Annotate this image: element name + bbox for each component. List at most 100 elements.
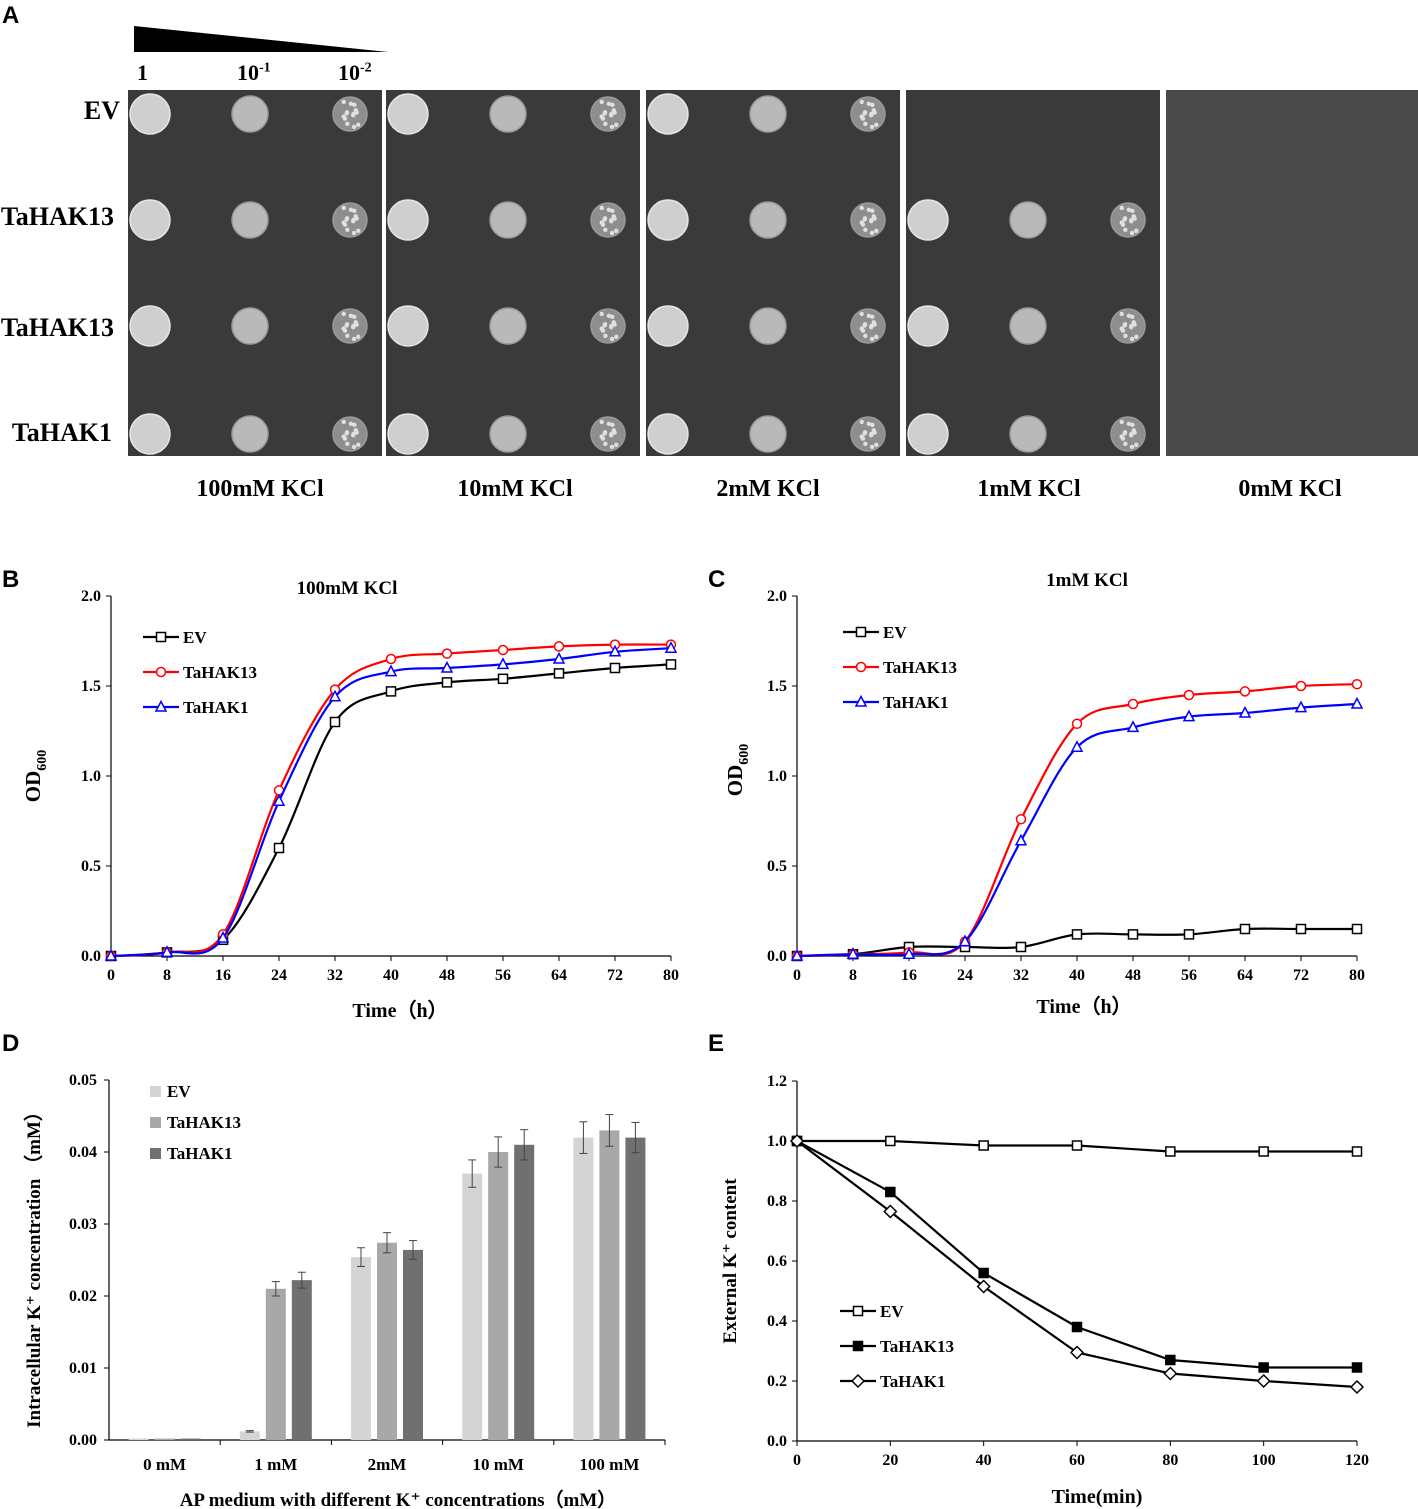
colony-spot xyxy=(129,305,171,347)
plate-2 xyxy=(646,90,900,456)
row-label-tahak13-a: TaHAK13 xyxy=(0,202,114,231)
chart-e-external-k: 0.0 0.2 0.4 0.6 0.8 1.0 1.2 0 20 40 60 80 100 120 EV Ta… xyxy=(720,1073,1369,1508)
data-point xyxy=(665,659,677,670)
colony-spot xyxy=(590,96,626,132)
legend-label: TaHAK13 xyxy=(183,663,257,682)
colony-spot xyxy=(850,308,886,344)
plate-1 xyxy=(386,90,640,456)
colony-spot xyxy=(231,95,269,133)
panel-b-letter: B xyxy=(2,566,20,593)
x-tick-label: 32 xyxy=(1013,967,1029,984)
y-axis-label: OD600 xyxy=(723,744,752,797)
y-tick-label: 0.5 xyxy=(767,858,787,875)
data-point xyxy=(553,641,565,652)
data-point xyxy=(155,666,167,678)
data-point xyxy=(1015,813,1027,825)
error-bar xyxy=(605,1114,614,1147)
colony-spot xyxy=(489,415,527,453)
series-TaHAK1 xyxy=(789,1133,1365,1395)
x-tick-label: 64 xyxy=(551,967,567,984)
colony-spot xyxy=(749,415,787,453)
x-axis-label: Time（h） xyxy=(352,999,447,1022)
series-line xyxy=(796,1140,1357,1369)
y-tick-label: 2.0 xyxy=(767,588,787,605)
data-point xyxy=(902,947,916,959)
data-point xyxy=(978,1140,989,1151)
chart-title: 100mM KCl xyxy=(297,578,398,599)
data-point xyxy=(1183,929,1195,940)
data-point xyxy=(1070,740,1084,752)
y-tick-label: 1.2 xyxy=(767,1073,787,1090)
condition-label-2mm: 2mM KCl xyxy=(716,476,820,502)
bar xyxy=(573,1137,594,1440)
legend-label: EV xyxy=(167,1082,191,1101)
data-point xyxy=(385,653,397,665)
data-point xyxy=(1071,929,1083,940)
x-tick-label: 16 xyxy=(215,967,231,984)
data-point xyxy=(883,1204,898,1219)
bar xyxy=(625,1137,646,1440)
colony-spot xyxy=(850,202,886,238)
legend-label: TaHAK1 xyxy=(880,1372,946,1391)
series-TaHAK13 xyxy=(791,678,1363,962)
data-point xyxy=(154,699,168,712)
y-tick-label: 0.04 xyxy=(69,1144,97,1161)
error-bar xyxy=(468,1159,477,1188)
series-EV xyxy=(791,1135,1363,1157)
x-tick-label: 80 xyxy=(663,967,679,984)
x-tick-label: 48 xyxy=(1125,967,1141,984)
x-tick-label: 120 xyxy=(1345,1452,1369,1469)
condition-label-1mm: 1mM KCl xyxy=(977,476,1081,502)
data-point xyxy=(609,662,621,674)
condition-label-10mm: 10mM KCl xyxy=(457,476,573,502)
error-bar xyxy=(579,1121,588,1154)
y-tick-label: 0.0 xyxy=(81,948,101,965)
y-tick-label: 0.0 xyxy=(767,1433,787,1450)
error-bar xyxy=(409,1240,417,1260)
colony-spot xyxy=(129,199,171,241)
colony-spot xyxy=(387,305,429,347)
data-point xyxy=(846,947,860,959)
data-point xyxy=(1351,1362,1363,1373)
colony-spot xyxy=(647,199,689,241)
colony-spot xyxy=(647,413,689,455)
x-tick-label: 2mM xyxy=(368,1455,407,1474)
y-tick-label: 2.0 xyxy=(81,588,101,605)
y-tick-label: 0.00 xyxy=(69,1432,97,1449)
x-tick-label: 56 xyxy=(495,967,511,984)
x-tick-label: 72 xyxy=(607,967,623,984)
colony-spot xyxy=(590,308,626,344)
y-tick-label: 0.5 xyxy=(81,858,101,875)
dilution-wedge xyxy=(134,26,388,52)
x-tick-label: 80 xyxy=(1162,1452,1178,1469)
y-tick-label: 0.02 xyxy=(69,1288,97,1305)
data-point xyxy=(441,648,453,659)
dilution-label-3: 10-2 xyxy=(338,60,372,85)
x-axis-label: Time(min) xyxy=(1052,1486,1143,1508)
error-bar xyxy=(245,1430,254,1433)
colony-spot xyxy=(907,305,949,347)
colony-spot xyxy=(850,96,886,132)
bar xyxy=(403,1249,423,1440)
data-point xyxy=(1071,718,1083,730)
x-tick-label: 10 mM xyxy=(472,1455,523,1474)
data-point xyxy=(552,651,566,664)
condition-label-0mm: 0mM KCl xyxy=(1238,476,1342,502)
panel-d-letter: D xyxy=(2,1030,20,1057)
colony-spot xyxy=(907,413,949,455)
plate-3 xyxy=(906,90,1160,456)
data-point xyxy=(1238,705,1252,718)
data-point xyxy=(384,664,398,677)
legend-label: TaHAK13 xyxy=(883,658,957,677)
data-point xyxy=(328,689,342,702)
series-TaHAK1 xyxy=(790,696,1364,961)
data-point xyxy=(1015,941,1027,953)
data-point xyxy=(852,1305,864,1317)
x-tick-label: 20 xyxy=(882,1452,898,1469)
colony-spot xyxy=(1009,415,1047,453)
x-tick-label: 8 xyxy=(163,967,171,984)
plate-0 xyxy=(128,90,382,456)
y-tick-label: 0.4 xyxy=(767,1313,787,1330)
legend: EV TaHAK13 TaHAK1 xyxy=(840,1302,954,1391)
series-line xyxy=(110,647,672,958)
